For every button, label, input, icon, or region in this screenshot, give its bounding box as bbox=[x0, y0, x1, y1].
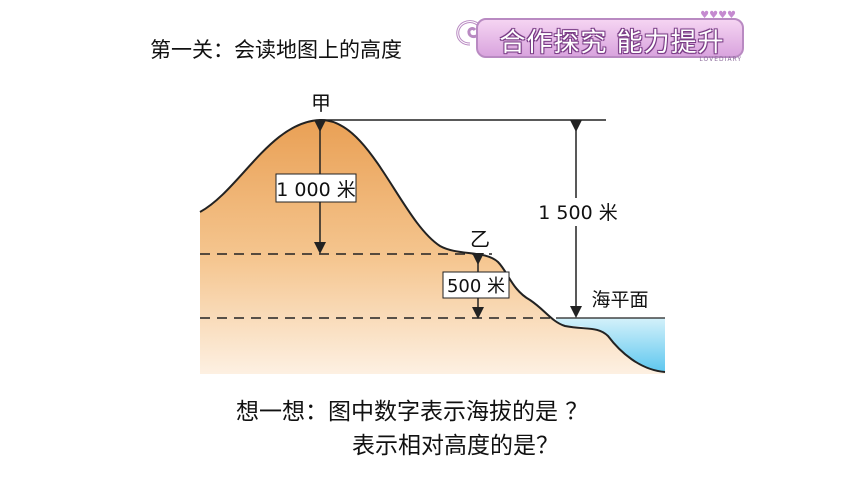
sea-water bbox=[556, 318, 665, 372]
hearts-icon: ♥♥♥♥ bbox=[700, 10, 736, 21]
absolute-height-label-bg bbox=[536, 198, 620, 226]
lower-relative-label-box bbox=[442, 271, 510, 299]
banner-watermark: LOVEDIARY bbox=[699, 56, 742, 63]
saddle-label: 乙 bbox=[470, 227, 490, 251]
relative-height-label: 1 000 米 bbox=[276, 179, 355, 201]
lower-relative-label: 500 米 bbox=[447, 276, 505, 297]
peak-label: 甲 bbox=[311, 91, 331, 115]
section-banner: 合作探究 能力提升 ♥♥♥♥ LOVEDIARY bbox=[450, 10, 746, 63]
page-title: 第一关：会读地图上的高度 bbox=[150, 38, 402, 62]
absolute-height-label: 1 500 米 bbox=[538, 202, 617, 224]
mountain-body bbox=[200, 119, 665, 374]
question-line-2: 表示相对高度的是？ bbox=[352, 433, 559, 459]
banner-title: 合作探究 能力提升 bbox=[499, 28, 725, 58]
sea-level-label: 海平面 bbox=[591, 289, 648, 311]
relative-height-label-box bbox=[275, 173, 357, 203]
mountain-outline bbox=[199, 118, 666, 373]
question-line-1: 想一想：图中数字表示海拔的是 ？ bbox=[236, 399, 589, 425]
banner-box bbox=[476, 18, 744, 58]
